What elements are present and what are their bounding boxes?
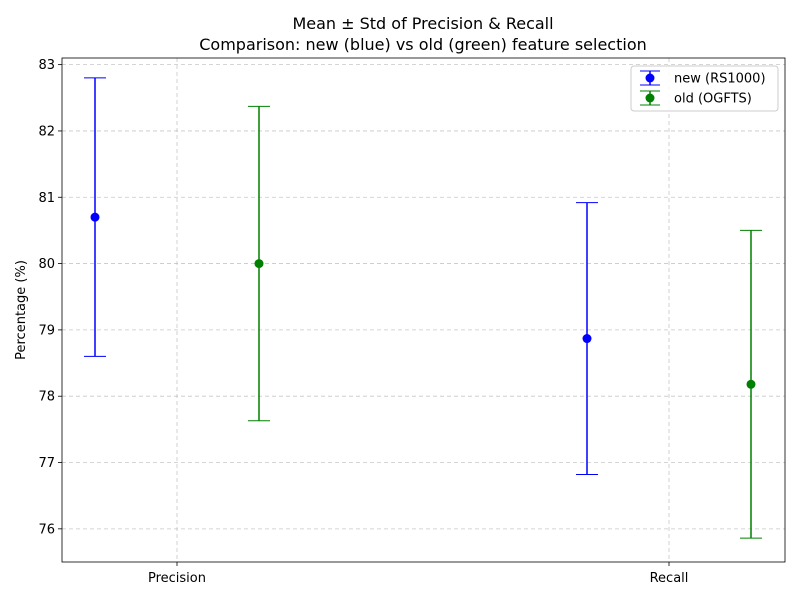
y-tick-label: 77	[38, 456, 55, 471]
y-tick-label: 78	[38, 390, 55, 405]
data-point	[254, 259, 264, 269]
y-tick-label: 76	[38, 522, 55, 537]
y-axis-label: Percentage (%)	[14, 260, 29, 360]
x-tick-label: Recall	[650, 571, 689, 586]
data-marks	[84, 77, 762, 539]
axes: 76 77 78 79 80 81 82 83 Precision Recall	[38, 57, 786, 586]
x-tick-label: Precision	[148, 571, 206, 586]
legend-marker-point	[645, 73, 655, 83]
grid-lines	[62, 58, 785, 562]
legend: new (RS1000) old (OGFTS)	[630, 65, 779, 112]
chart-subtitle: Comparison: new (blue) vs old (green) fe…	[199, 35, 647, 54]
y-tick-label: 79	[38, 323, 55, 338]
legend-box	[630, 65, 779, 112]
y-tick-label: 82	[38, 124, 55, 139]
data-point	[746, 379, 756, 389]
y-tick-label: 80	[38, 257, 55, 272]
legend-label: old (OGFTS)	[674, 92, 752, 107]
legend-marker-point	[645, 93, 655, 103]
data-point	[582, 334, 592, 344]
plot-frame	[61, 57, 786, 563]
legend-label: new (RS1000)	[674, 72, 766, 87]
y-tick-label: 83	[38, 58, 55, 73]
chart-title: Mean ± Std of Precision & Recall	[292, 14, 553, 33]
data-point	[90, 212, 100, 222]
y-tick-label: 81	[38, 191, 55, 206]
